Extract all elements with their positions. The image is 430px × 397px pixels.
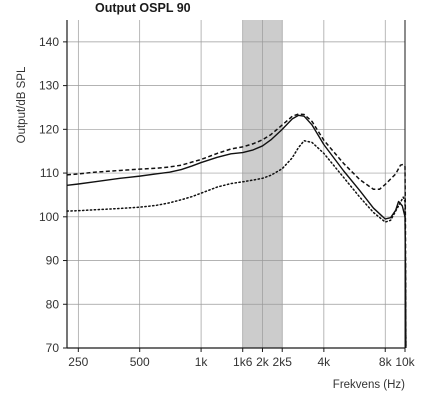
x-tick-label: 4k	[318, 355, 332, 369]
y-tick-label: 70	[46, 341, 60, 355]
chart-title: Output OSPL 90	[95, 1, 191, 15]
x-tick-label: 250	[68, 355, 88, 369]
y-tick-label: 110	[40, 166, 59, 180]
series-layer	[66, 113, 407, 349]
x-tick-label: 10k	[395, 355, 415, 369]
y-axis-label: Output/dB SPL	[16, 66, 28, 143]
x-tick-label: 8k	[379, 355, 393, 369]
tick-label-layer: 70 80 90 100 110 120 130 140 250 500 1k 1k6 2k 2k5 4k 8…	[39, 35, 416, 369]
x-axis-label: Frekvens (Hz)	[333, 379, 405, 391]
axes-layer	[63, 20, 406, 352]
y-tick-label: 80	[46, 297, 60, 311]
series-line-dashed	[66, 113, 407, 349]
y-tick-label: 140	[39, 35, 59, 49]
x-tick-label: 1k6	[233, 355, 253, 369]
series-line-dotted	[66, 139, 407, 349]
x-tick-label: 500	[130, 355, 150, 369]
x-tick-label: 2k	[256, 355, 270, 369]
y-tick-label: 100	[39, 210, 59, 224]
x-tick-label: 2k5	[273, 355, 293, 369]
x-tick-label: 1k	[195, 355, 209, 369]
y-tick-label: 130	[39, 79, 59, 93]
series-line-solid	[66, 114, 407, 349]
y-tick-label: 90	[46, 254, 60, 268]
y-tick-label: 120	[39, 122, 59, 136]
